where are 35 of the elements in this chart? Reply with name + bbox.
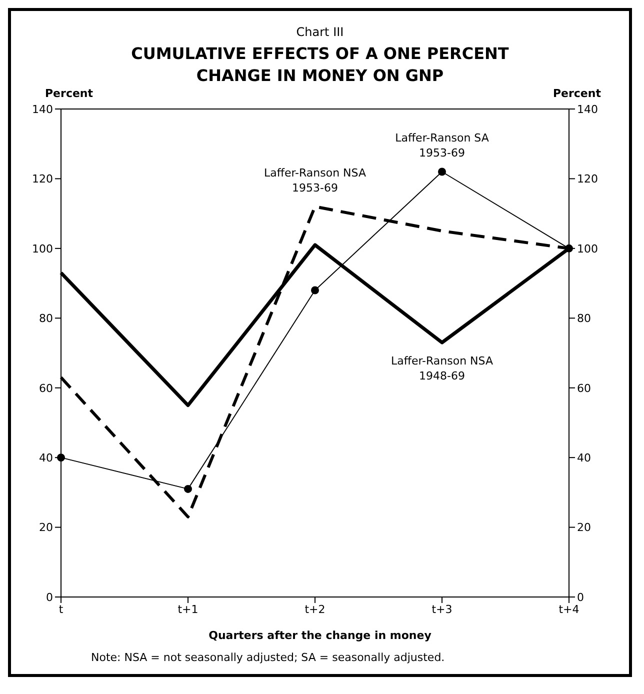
y2-tick-label: 140	[577, 102, 598, 116]
chart-title: CUMULATIVE EFFECTS OF A ONE PERCENT CHANGE IN MONEY ON GNP	[131, 43, 509, 87]
point	[565, 244, 573, 252]
y-tick-label: 40	[39, 451, 53, 464]
y-tick-label: 100	[32, 242, 53, 256]
x-tick-label: t	[58, 602, 64, 616]
text: Laffer-Ranson NSA 1948-69	[391, 354, 494, 383]
y2-tick-label: 60	[577, 382, 591, 395]
y-tick-label: 20	[39, 521, 53, 534]
y2-tick-label: 20	[577, 521, 591, 534]
x-tick-label: t+1	[178, 602, 198, 616]
y-axis-title: Percent	[45, 87, 94, 101]
y-tick-label: 120	[32, 172, 53, 186]
point	[438, 168, 446, 176]
series-label: Laffer-Ranson NSA 1953-69	[264, 166, 366, 195]
x-tick-label: t+3	[432, 602, 452, 616]
chart-subtitle: Chart III	[295, 25, 345, 39]
y-tick-label: 80	[39, 312, 53, 326]
point	[311, 286, 319, 294]
x-tick-label: t+2	[304, 602, 326, 616]
x-tick-label: t+4	[558, 602, 580, 616]
x-axis-title: Quarters after the change in money	[208, 628, 432, 644]
y2-tick-label: 120	[577, 172, 598, 186]
y-tick-label: 60	[39, 382, 53, 395]
text: Laffer-Ranson SA 1953-69	[395, 132, 490, 160]
text: Note: NSA = not seasonally adjusted; SA = seasonally adjusted.	[90, 651, 446, 664]
y2-tick-label: 40	[577, 451, 591, 464]
y2-tick-label: 0	[577, 590, 584, 604]
point	[184, 484, 192, 493]
y2-tick-label: 80	[577, 312, 591, 326]
point	[57, 454, 65, 462]
y-tick-label: 140	[32, 102, 53, 116]
y2-tick-label: 100	[577, 242, 598, 256]
y-tick-label: 0	[46, 590, 53, 604]
y2-axis-title: Percent	[552, 87, 601, 101]
